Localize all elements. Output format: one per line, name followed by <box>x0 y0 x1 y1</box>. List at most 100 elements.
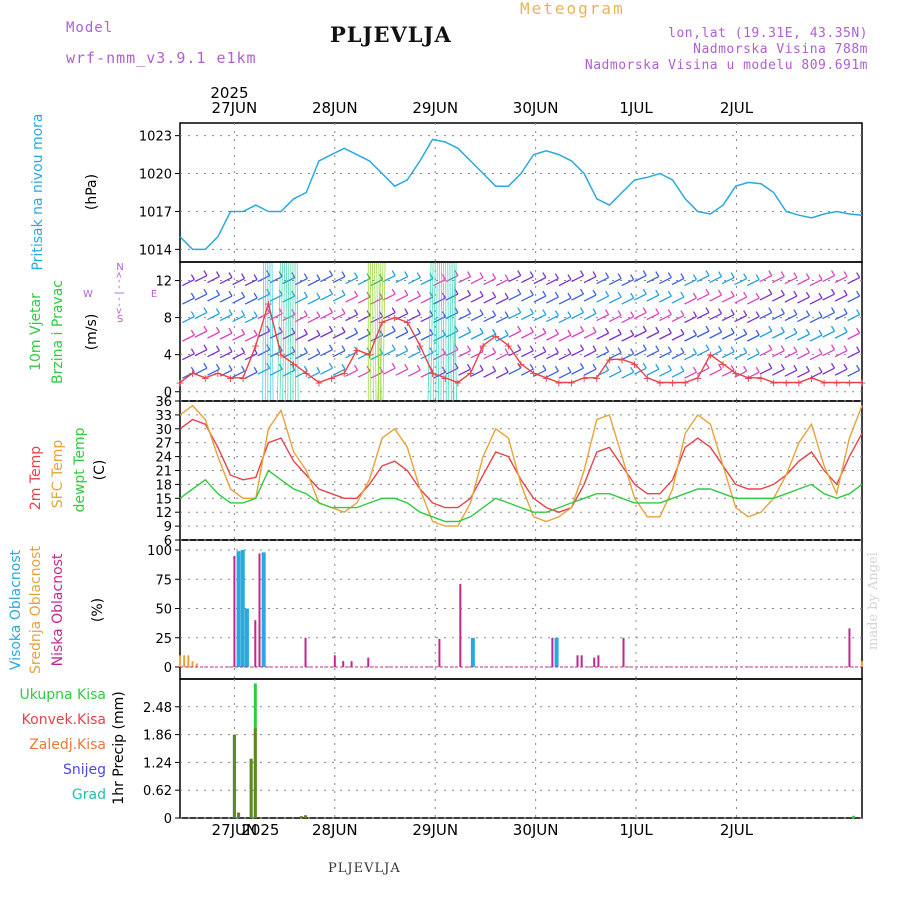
wind-barb-flag <box>341 289 346 296</box>
wind-dir-w: W <box>83 289 93 300</box>
cloud-bar <box>342 661 345 667</box>
wind-barb <box>847 369 860 377</box>
wind-barb <box>332 294 346 302</box>
wind-barb-flag <box>554 310 559 316</box>
wind-bundle-line <box>279 262 283 401</box>
wind-barb <box>608 315 622 323</box>
wind-barb <box>520 368 534 376</box>
panel-frame-cloud <box>179 539 863 680</box>
wind-bundle-line <box>427 262 432 401</box>
cloud-bar <box>195 663 198 667</box>
wind-barb <box>219 314 233 322</box>
wind-barb <box>608 352 622 360</box>
wind-barb-flag <box>642 325 647 332</box>
pressure-line <box>179 138 863 251</box>
cloud-bar <box>470 637 475 667</box>
wind-barb-flag <box>818 292 823 299</box>
wind-barb-flag <box>718 345 723 352</box>
wind-barb-flag <box>667 309 672 315</box>
wind-barb <box>784 351 798 359</box>
wind-barb <box>382 293 396 301</box>
wind-barb-flag <box>416 346 421 353</box>
wind-barb <box>483 277 496 286</box>
wind-speed-marker: + <box>516 358 525 371</box>
wind-barb <box>458 313 471 321</box>
wind-barb-flag <box>215 308 221 314</box>
wind-barb <box>583 368 597 376</box>
wind-barb-flag <box>755 329 760 336</box>
wind-barb <box>495 278 509 287</box>
wind-barb-flag <box>805 365 810 372</box>
wind-barb-flag <box>316 366 321 373</box>
wind-barb <box>232 315 245 323</box>
model-elevation: Nadmorska Visina u modelu 809.691m <box>584 58 868 73</box>
wind-barb <box>671 370 685 378</box>
wind-speed-marker: + <box>845 376 854 389</box>
wind-barb-flag <box>303 365 308 372</box>
wind-barb-flag <box>655 289 660 296</box>
wind-barb <box>520 294 534 302</box>
wind-barb-flag <box>818 329 823 336</box>
panel-frame-precip <box>179 678 863 819</box>
wind-barb-flag <box>592 345 597 352</box>
wind-barb-flag <box>818 366 823 373</box>
wind-barb-flag <box>391 362 396 369</box>
wind-barb <box>295 352 308 360</box>
year-label-top: 2025 <box>210 84 248 102</box>
wind-barb <box>345 314 358 322</box>
wind-barb-flag <box>579 270 585 276</box>
wind-barb <box>320 293 333 301</box>
wind-barb <box>608 333 622 341</box>
temp-tick-label: 18 <box>155 478 172 493</box>
wind-barb <box>822 349 835 357</box>
temp-tick-label: 12 <box>155 506 172 521</box>
wind-barb <box>847 314 860 322</box>
wind-barb-flag <box>617 365 622 372</box>
wind-barb-flag <box>780 271 785 277</box>
day-label-bottom: 27JUN <box>212 821 258 839</box>
temp-label-dewpt: dewpt Temp <box>72 427 88 512</box>
wind-barb-flag <box>830 344 836 351</box>
wind-barb-flag <box>517 288 522 295</box>
wind-barb-flag <box>391 307 396 313</box>
wind-barb <box>382 330 396 338</box>
wind-barb-flag <box>416 290 421 297</box>
wind-barb-flag <box>692 311 698 317</box>
cloud-tick-label: 75 <box>155 573 172 588</box>
wind-speed-marker: + <box>731 367 740 380</box>
wind-barb <box>772 368 785 376</box>
wind-barb-flag <box>630 348 635 355</box>
wind-barb-flag <box>303 291 308 298</box>
wind-dir-s: S <box>117 314 123 325</box>
wind-barb-flag <box>253 366 258 373</box>
wind-barb-flag <box>529 271 534 277</box>
wind-barb-flag <box>466 363 472 370</box>
wind-barb <box>659 276 672 285</box>
temp-series-2m <box>179 418 863 513</box>
wind-barb-flag <box>730 272 735 278</box>
wind-barb <box>684 316 697 324</box>
cloud-label-mid: Srednja Oblacnost <box>28 546 44 674</box>
wind-barb-flag <box>692 274 698 280</box>
wind-barb <box>659 332 672 340</box>
wind-barb-flag <box>416 272 421 278</box>
wind-speed-marker: + <box>782 376 791 389</box>
wind-barb <box>671 352 685 360</box>
wind-barb-flag <box>667 364 672 371</box>
wind-barb-flag <box>542 309 547 315</box>
wind-barb-flag <box>504 348 509 355</box>
wind-barb-flag <box>215 271 221 277</box>
wind-bundle-line <box>287 262 290 401</box>
wind-barb-flag <box>303 328 308 335</box>
wind-barb <box>558 316 572 324</box>
wind-barb <box>345 369 358 377</box>
cloud-bar <box>304 637 307 667</box>
wind-barb-flag <box>567 311 572 317</box>
precip-tick-label: 2.48 <box>143 701 172 716</box>
wind-barb <box>772 294 785 302</box>
wind-barb-flag <box>755 366 760 373</box>
day-label-bottom: 30JUN <box>513 821 559 839</box>
wind-speed-marker: + <box>226 372 235 385</box>
wind-speed-marker: + <box>314 376 323 389</box>
wind-barb-flag <box>391 344 396 351</box>
